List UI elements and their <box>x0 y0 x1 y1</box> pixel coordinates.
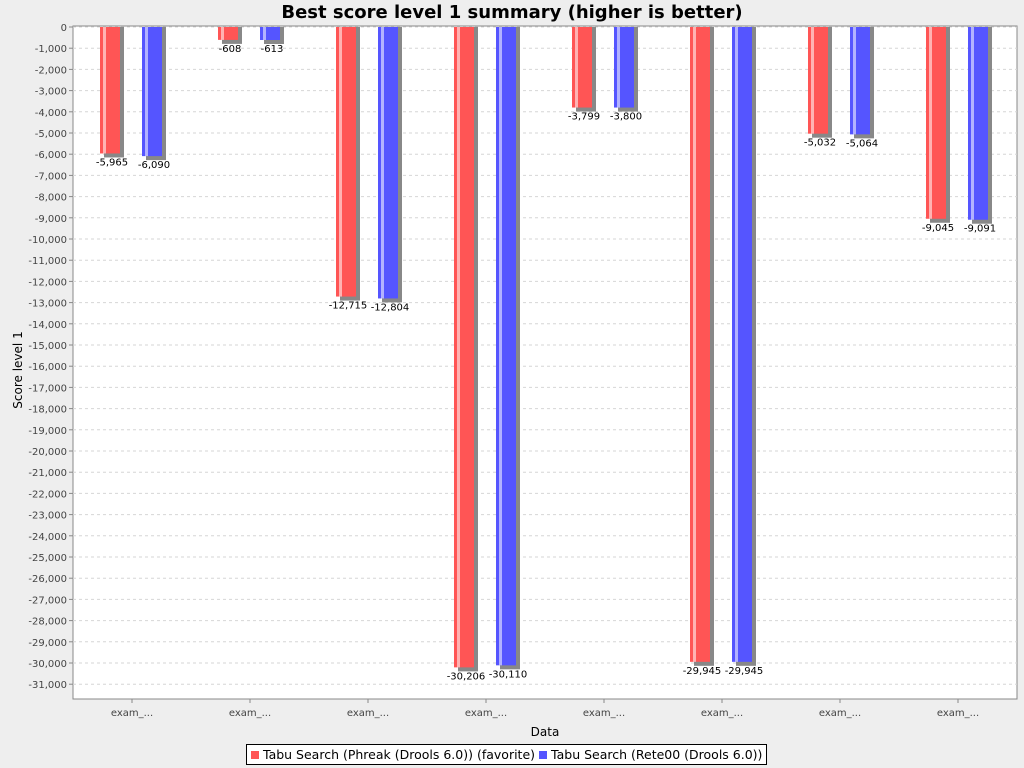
y-tick-label: -29,000 <box>28 638 67 649</box>
x-tick-label: exam_... <box>583 708 625 719</box>
y-tick-label: 0 <box>61 23 67 34</box>
y-tick-label: -13,000 <box>28 299 67 310</box>
y-tick-label: -25,000 <box>28 553 67 564</box>
y-tick-label: -31,000 <box>28 680 67 691</box>
bar-value-label: -29,945 <box>683 666 722 677</box>
y-tick-label: -28,000 <box>28 617 67 628</box>
bars <box>100 27 992 672</box>
bar-highlight <box>971 27 974 220</box>
y-tick-label: -14,000 <box>28 320 67 331</box>
y-tick-label: -10,000 <box>28 235 67 246</box>
bar-highlight <box>575 27 578 108</box>
y-tick-label: -20,000 <box>28 447 67 458</box>
legend-label-phreak: Tabu Search (Phreak (Drools 6.0)) (favor… <box>263 747 536 762</box>
bar-highlight <box>339 27 342 297</box>
bar-value-label: -3,799 <box>568 112 600 123</box>
bar-highlight <box>263 27 266 40</box>
y-tick-label: -2,000 <box>35 65 67 76</box>
legend-item-rete00: Tabu Search (Rete00 (Drools 6.0)) <box>539 747 762 762</box>
legend-swatch-phreak <box>251 750 259 759</box>
bar-highlight <box>617 27 620 108</box>
y-axis-ticks: 0 -1,000 -2,000 -3,000 -4,000 -5,000 -6,000 -7,… <box>28 23 73 691</box>
bar-highlight <box>457 27 460 668</box>
gridlines <box>73 26 1017 685</box>
y-tick-label: -9,000 <box>35 214 67 225</box>
bar-value-label: -3,800 <box>610 112 642 123</box>
x-tick-label: exam_... <box>937 708 979 719</box>
bar-highlight <box>853 27 856 135</box>
bar-highlight <box>929 27 932 219</box>
bar-value-label: -9,091 <box>964 224 996 235</box>
x-tick-label: exam_... <box>701 708 743 719</box>
y-axis-label: Score level 1 <box>11 331 25 408</box>
bar-value-label: -30,206 <box>447 671 486 682</box>
y-tick-label: -26,000 <box>28 574 67 585</box>
legend: Tabu Search (Phreak (Drools 6.0)) (favor… <box>246 744 768 765</box>
y-tick-label: -30,000 <box>28 659 67 670</box>
bar-value-label: -5,064 <box>846 138 878 149</box>
legend-swatch-rete00 <box>539 750 548 759</box>
y-tick-label: -8,000 <box>35 193 67 204</box>
x-tick-label: exam_... <box>465 708 507 719</box>
y-tick-label: -7,000 <box>35 171 67 182</box>
y-tick-label: -6,000 <box>35 150 67 161</box>
legend-item-phreak: Tabu Search (Phreak (Drools 6.0)) (favor… <box>251 747 535 762</box>
bar-highlight <box>735 27 738 662</box>
y-tick-label: -11,000 <box>28 256 67 267</box>
y-tick-label: -24,000 <box>28 532 67 543</box>
y-tick-label: -4,000 <box>35 108 67 119</box>
y-tick-label: -18,000 <box>28 405 67 416</box>
legend-label-rete00: Tabu Search (Rete00 (Drools 6.0)) <box>551 747 763 762</box>
y-tick-label: -12,000 <box>28 277 67 288</box>
x-axis-label: Data <box>531 725 560 739</box>
bar-value-label: -12,715 <box>329 301 368 312</box>
x-tick-label: exam_... <box>229 708 271 719</box>
bar-highlight <box>693 27 696 662</box>
bar-highlight <box>221 27 224 40</box>
bar-value-label: -5,032 <box>804 138 836 149</box>
bar-value-label: -29,945 <box>725 666 764 677</box>
bar-value-label: -613 <box>261 44 284 55</box>
bar-highlight <box>103 27 106 154</box>
chart-title: Best score level 1 summary (higher is be… <box>281 2 742 23</box>
bar-value-label: -6,090 <box>138 160 170 171</box>
y-tick-label: -23,000 <box>28 511 67 522</box>
y-tick-label: -17,000 <box>28 383 67 394</box>
x-tick-label: exam_... <box>111 708 153 719</box>
y-tick-label: -5,000 <box>35 129 67 140</box>
bar-highlight <box>811 27 814 134</box>
bar-highlight <box>499 27 502 666</box>
x-tick-label: exam_... <box>347 708 389 719</box>
bar-highlight <box>381 27 384 299</box>
bar-value-label: -12,804 <box>371 302 410 313</box>
x-axis-ticks: exam_... exam_... exam_... exam_... exam_...… <box>111 699 979 719</box>
y-tick-label: -1,000 <box>35 44 67 55</box>
bar-value-label: -608 <box>219 44 242 55</box>
y-tick-label: -15,000 <box>28 341 67 352</box>
value-labels: -5,965 -6,090 -608 -613 -12,715 -12,804 -30,20… <box>96 44 996 682</box>
bar-value-label: -9,045 <box>922 223 954 234</box>
x-tick-label: exam_... <box>819 708 861 719</box>
y-tick-label: -21,000 <box>28 468 67 479</box>
y-tick-label: -27,000 <box>28 595 67 606</box>
plot-area <box>72 25 1018 700</box>
y-tick-label: -22,000 <box>28 489 67 500</box>
y-tick-label: -16,000 <box>28 362 67 373</box>
bar-value-label: -30,110 <box>489 669 528 680</box>
y-tick-label: -19,000 <box>28 426 67 437</box>
y-tick-label: -3,000 <box>35 87 67 98</box>
bar-value-label: -5,965 <box>96 157 128 168</box>
bar-highlight <box>145 27 148 157</box>
